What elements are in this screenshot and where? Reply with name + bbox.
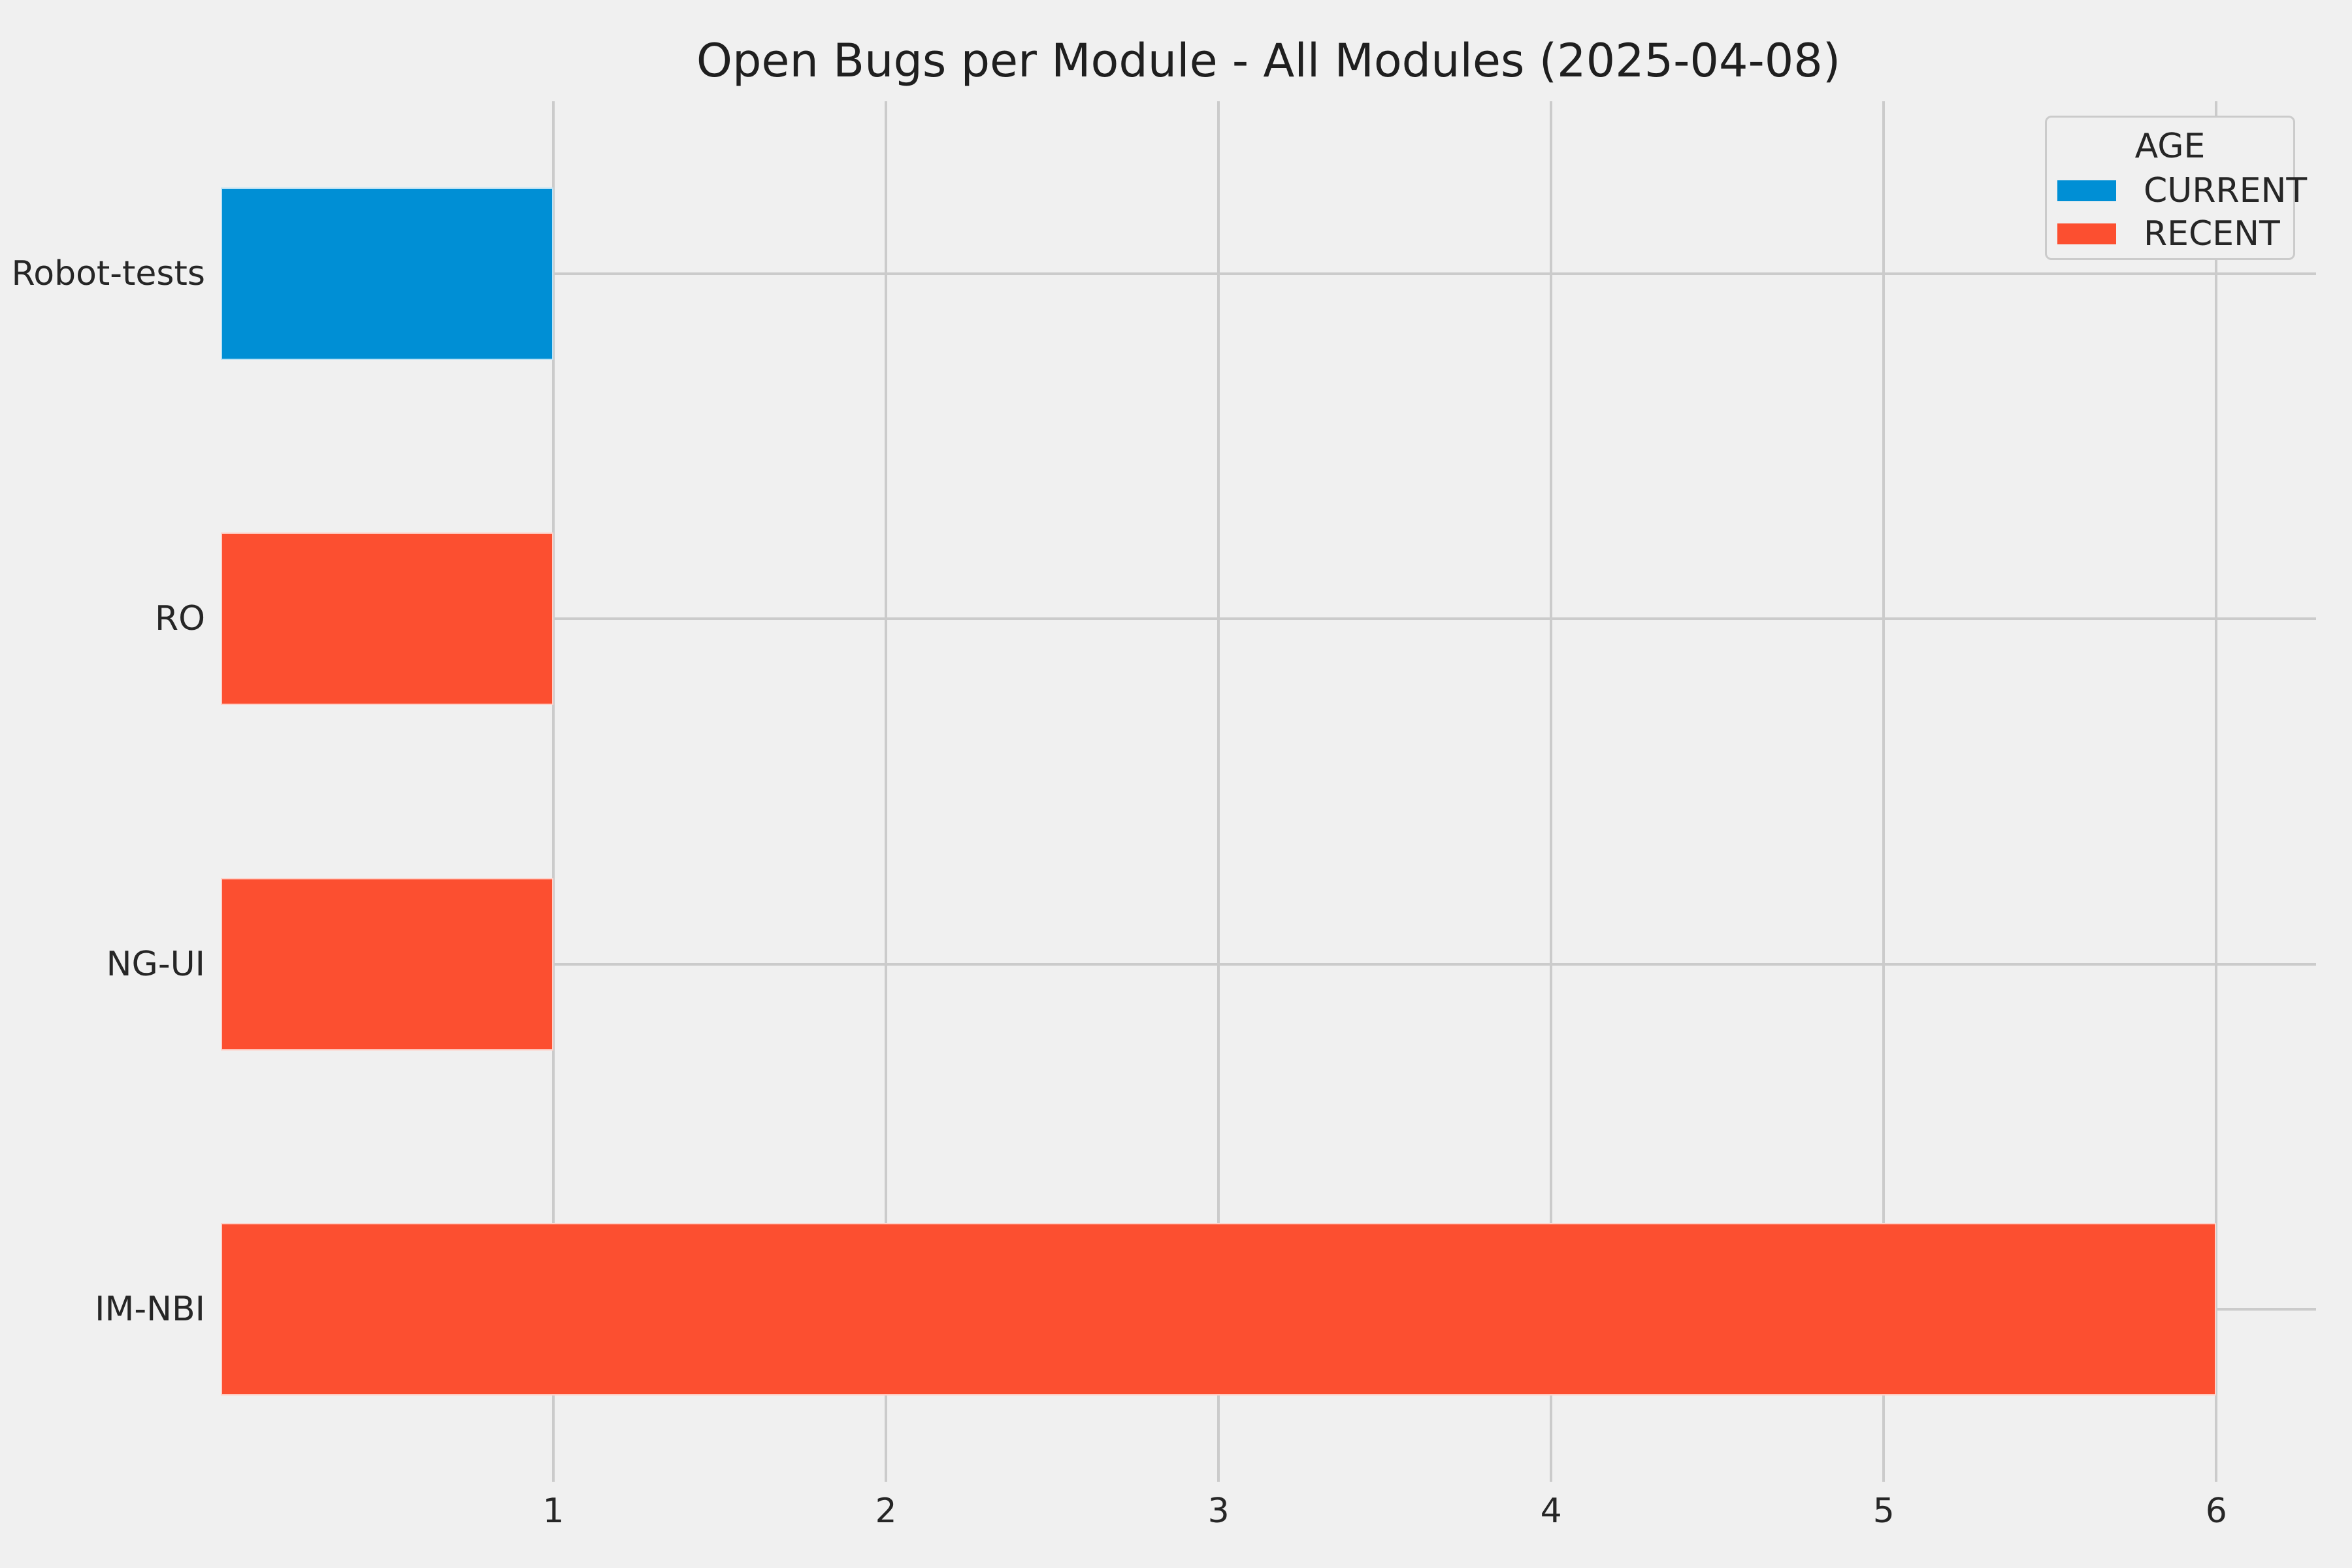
x-tick-label: 3	[1207, 1492, 1230, 1531]
gridline-x	[2215, 101, 2218, 1482]
y-tick-label: Robot-tests	[11, 254, 205, 294]
legend-swatch-recent	[2057, 223, 2116, 244]
gridline-x	[1217, 101, 1220, 1482]
bar-ng-ui	[221, 877, 554, 1051]
gridline-x	[885, 101, 888, 1482]
y-tick-label: NG-UI	[106, 944, 205, 984]
plot-area	[221, 101, 2316, 1482]
x-tick-label: 6	[2205, 1492, 2227, 1531]
chart-title: Open Bugs per Module - All Modules (2025…	[696, 34, 1841, 88]
x-tick-label: 2	[875, 1492, 897, 1531]
y-tick-label: RO	[154, 599, 205, 639]
gridline-y	[221, 962, 2316, 966]
gridline-x	[552, 101, 555, 1482]
x-tick-label: 4	[1540, 1492, 1562, 1531]
y-tick-label: IM-NBI	[95, 1289, 205, 1329]
legend-title: AGE	[2134, 127, 2206, 166]
gridline-x	[1882, 101, 1886, 1482]
y-axis-tick-labels: Robot-tests RO NG-UI IM-NBI	[0, 0, 208, 1568]
legend-entry-recent: RECENT	[2057, 213, 2280, 255]
legend: AGE CURRENT RECENT	[2045, 116, 2307, 260]
legend-label-current: CURRENT	[2144, 171, 2308, 210]
gridline-y	[221, 617, 2316, 621]
legend-entry-current: CURRENT	[2057, 170, 2307, 212]
bar-im-nbi	[221, 1222, 2217, 1396]
bar-ro	[221, 532, 554, 706]
legend-swatch-current	[2057, 180, 2116, 201]
gridline-y	[221, 272, 2316, 276]
x-tick-label: 5	[1872, 1492, 1895, 1531]
gridline-x	[1550, 101, 1553, 1482]
legend-label-recent: RECENT	[2144, 214, 2280, 253]
bar-robot-tests	[221, 188, 554, 361]
x-tick-label: 1	[542, 1492, 564, 1531]
